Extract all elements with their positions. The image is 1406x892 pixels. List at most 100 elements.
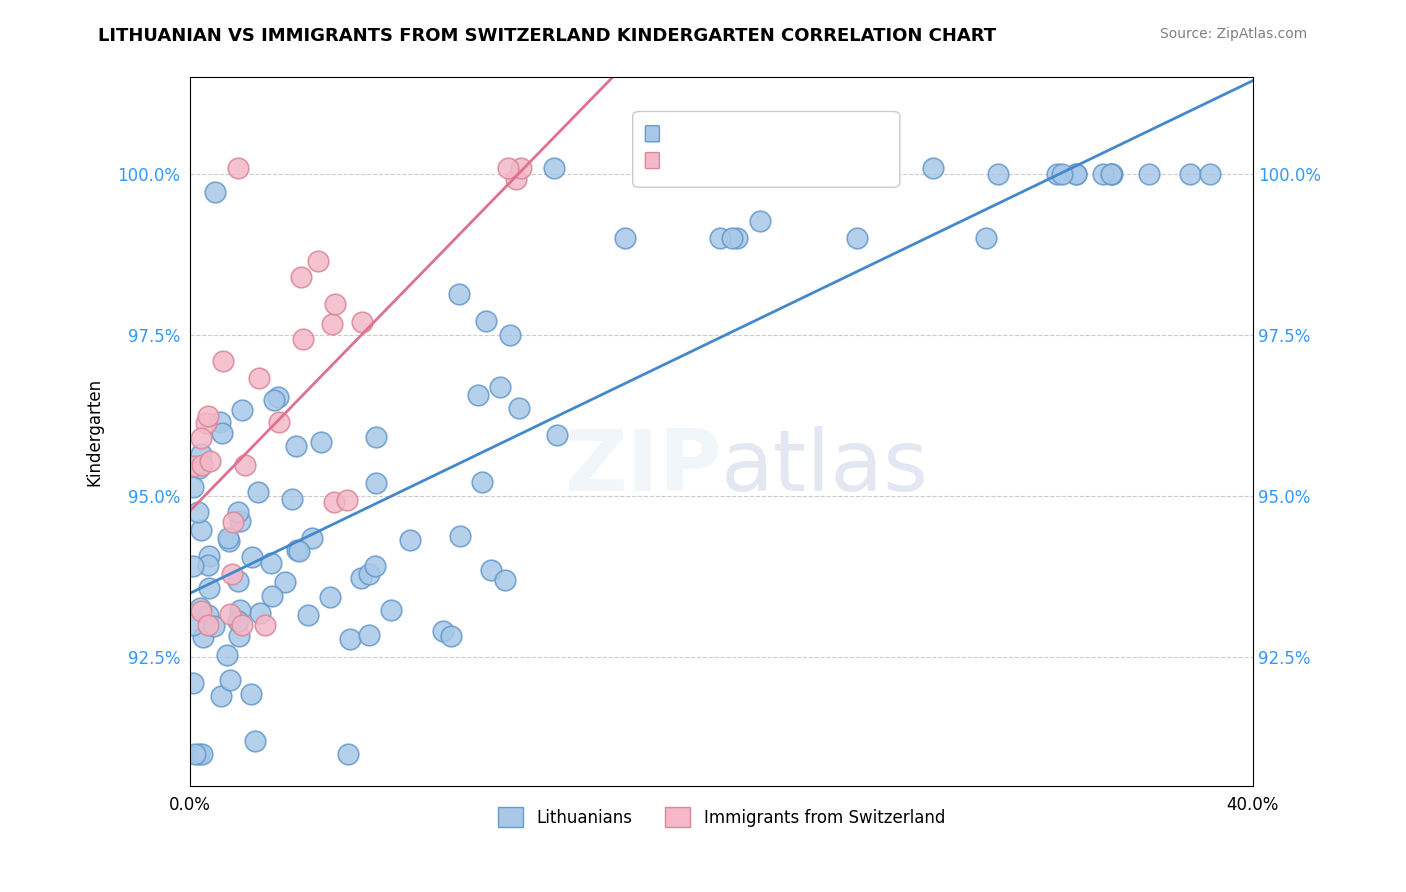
Point (184, 747, 207, 761)
Point (197, 558, 219, 573)
Point (922, 161, 945, 175)
Legend: Lithuanians, Immigrants from Switzerland: Lithuanians, Immigrants from Switzerland (491, 800, 952, 834)
Point (228, 515, 250, 529)
Point (709, 231, 731, 245)
Point (226, 614, 249, 628)
Text: R = 0.344   N = 29: R = 0.344 N = 29 (661, 156, 818, 174)
Point (350, 315, 373, 329)
Point (489, 380, 512, 394)
Point (543, 161, 565, 175)
Point (191, 458, 214, 472)
Point (187, 461, 209, 475)
Point (246, 485, 269, 500)
Point (297, 608, 319, 623)
Point (509, 161, 531, 175)
Point (301, 531, 323, 545)
Point (366, 476, 388, 491)
Point (188, 601, 211, 615)
Point (285, 543, 308, 558)
Point (1050, 167, 1073, 181)
Point (321, 317, 343, 331)
Point (198, 581, 221, 595)
Point (380, 603, 402, 617)
Point (267, 415, 290, 429)
Point (357, 567, 380, 582)
Point (447, 287, 470, 301)
Point (336, 747, 359, 761)
Point (209, 689, 232, 703)
Point (1178, 167, 1201, 181)
Point (228, 574, 250, 589)
Point (218, 534, 240, 549)
Point (323, 297, 346, 311)
Point (187, 505, 209, 519)
Point (440, 629, 463, 643)
Point (287, 543, 309, 558)
Point (749, 213, 772, 227)
Point (319, 591, 342, 605)
Point (1064, 167, 1087, 181)
Point (233, 458, 256, 472)
Point (190, 524, 212, 538)
Point (228, 161, 250, 175)
Point (259, 556, 281, 570)
Point (197, 409, 219, 424)
Point (181, 618, 204, 632)
Point (191, 630, 214, 644)
Point (1101, 167, 1123, 181)
Text: R = 0.584   N = 95: R = 0.584 N = 95 (661, 129, 818, 147)
Point (496, 161, 519, 175)
Point (1064, 167, 1087, 181)
Point (254, 617, 277, 632)
Point (240, 687, 263, 701)
Point (229, 602, 252, 616)
Point (494, 574, 516, 588)
Point (974, 231, 997, 245)
Point (218, 607, 240, 621)
Point (307, 253, 329, 268)
Point (245, 734, 267, 748)
Point (221, 566, 243, 581)
Point (366, 429, 388, 443)
Point (1046, 167, 1069, 181)
Point (1199, 167, 1222, 181)
Point (467, 388, 489, 402)
Point (1101, 167, 1123, 181)
Point (350, 572, 373, 586)
Point (221, 515, 243, 529)
Point (231, 617, 253, 632)
Point (183, 559, 205, 574)
Point (217, 531, 239, 545)
Text: LITHUANIAN VS IMMIGRANTS FROM SWITZERLAND KINDERGARTEN CORRELATION CHART: LITHUANIAN VS IMMIGRANTS FROM SWITZERLAN… (98, 27, 997, 45)
Point (284, 439, 307, 453)
Point (471, 475, 494, 490)
Point (240, 550, 263, 565)
Point (613, 231, 636, 245)
Point (226, 505, 249, 519)
Point (215, 648, 238, 663)
Point (309, 435, 332, 450)
Point (357, 628, 380, 642)
Point (187, 747, 209, 761)
Point (218, 673, 240, 687)
Text: Source: ZipAtlas.com: Source: ZipAtlas.com (1160, 27, 1308, 41)
Text: atlas: atlas (721, 425, 929, 508)
Point (846, 231, 869, 245)
Text: ZIP: ZIP (564, 425, 721, 508)
Point (260, 589, 283, 603)
Point (505, 172, 527, 186)
Point (208, 415, 231, 429)
Point (198, 549, 221, 563)
Point (231, 403, 253, 417)
Point (274, 574, 297, 589)
Point (267, 390, 290, 404)
Point (475, 314, 498, 328)
Point (183, 458, 205, 473)
Point (721, 231, 744, 245)
Point (399, 533, 422, 547)
Point (339, 632, 361, 647)
Point (364, 558, 387, 573)
Y-axis label: Kindergarten: Kindergarten (86, 377, 103, 485)
Point (263, 392, 285, 407)
Point (1091, 167, 1114, 181)
